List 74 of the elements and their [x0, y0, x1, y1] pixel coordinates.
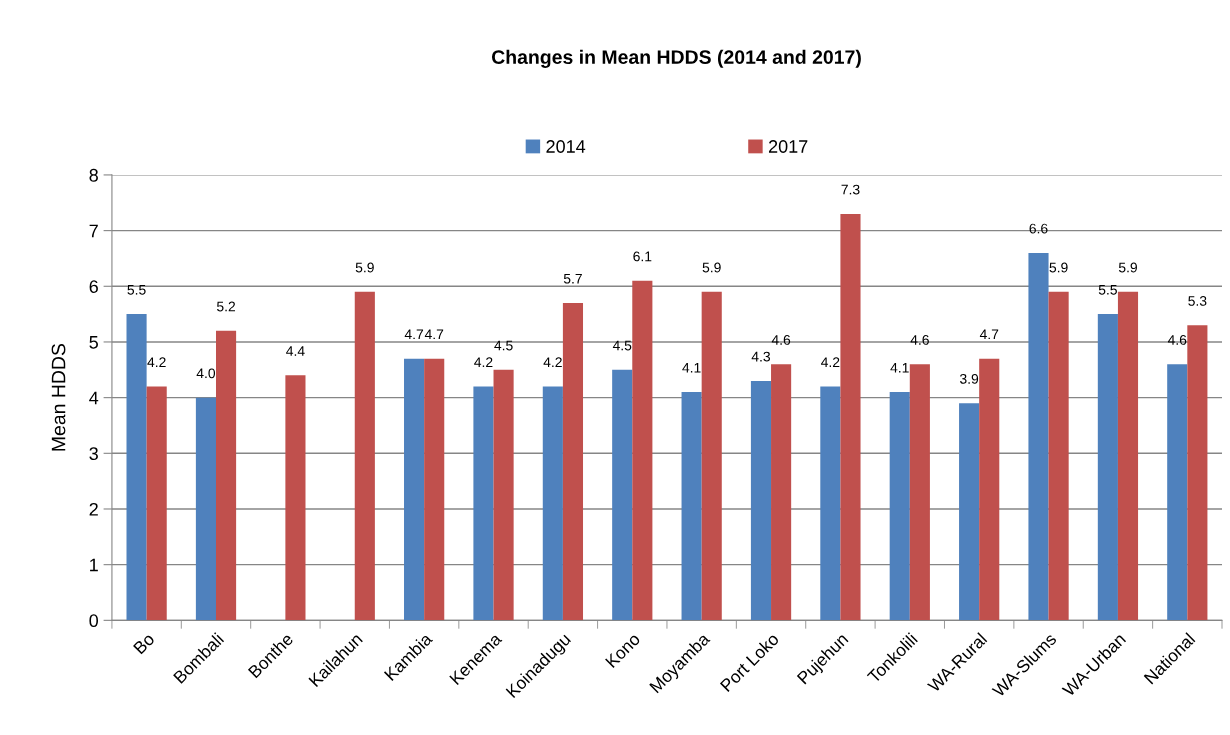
y-tick-label: 8: [89, 168, 98, 182]
y-tick-label: 5: [89, 336, 98, 349]
data-label: 4.2: [543, 357, 562, 367]
bar: [771, 364, 792, 621]
data-label: 5.7: [563, 273, 582, 284]
data-label: 4.7: [404, 329, 424, 340]
data-label: 5.3: [1188, 296, 1207, 306]
chart-title: Changes in Mean HDDS (2014 and 2017): [491, 49, 861, 68]
data-label: 4.2: [821, 357, 840, 367]
bar: [979, 358, 1000, 621]
legend-label: 2014: [546, 140, 586, 153]
bar: [1117, 291, 1139, 621]
data-label: 5.9: [1049, 262, 1068, 273]
bar: [424, 358, 445, 621]
data-label: 4.1: [890, 362, 909, 373]
data-label: 5.9: [1118, 262, 1137, 273]
bar: [681, 392, 702, 621]
bar: [195, 397, 216, 621]
data-label: 4.2: [474, 357, 493, 367]
data-label: 4.6: [910, 334, 929, 345]
bar: [1048, 291, 1069, 621]
data-label: 6.6: [1029, 223, 1048, 234]
data-label: 4.7: [979, 329, 999, 340]
data-label: 4.5: [494, 340, 513, 351]
data-label: 5.5: [1098, 285, 1117, 295]
bar: [750, 380, 772, 621]
bar: [632, 280, 653, 621]
data-label: 4.5: [612, 340, 632, 351]
data-label: 4.6: [1167, 334, 1187, 345]
y-tick-label: 1: [90, 558, 98, 572]
data-label: 6.1: [633, 251, 652, 262]
y-tick-label: 0: [89, 614, 99, 628]
data-label: 4.6: [771, 334, 791, 345]
bar: [493, 369, 514, 621]
bar: [354, 291, 375, 621]
data-label: 4.2: [147, 357, 166, 367]
bar: [820, 386, 841, 621]
bar: [701, 291, 722, 621]
data-label: 4.0: [196, 368, 216, 379]
data-label: 4.3: [751, 351, 771, 362]
bar: [612, 369, 633, 621]
data-label: 4.7: [424, 329, 444, 340]
data-label: 7.3: [841, 184, 860, 195]
bar: [840, 213, 861, 621]
data-label: 5.2: [216, 301, 236, 312]
y-tick-label: 7: [89, 224, 98, 238]
legend-label: 2017: [768, 140, 808, 153]
bar: [146, 386, 167, 621]
y-tick-label: 4: [89, 391, 99, 405]
y-tick-label: 6: [89, 280, 98, 293]
bar: [285, 375, 306, 621]
data-label: 4.1: [682, 362, 701, 373]
bar: [1187, 325, 1208, 621]
bar: [1028, 252, 1049, 621]
data-label: 5.9: [702, 262, 721, 273]
y-axis-title: Mean HDDS: [51, 343, 66, 451]
y-tick-label: 3: [89, 447, 98, 461]
x-tick-label: Bo: [133, 632, 156, 655]
y-tick-label: 2: [89, 502, 98, 516]
bar: [909, 364, 930, 621]
bar: [126, 314, 147, 621]
data-label: 4.4: [286, 346, 305, 356]
bar: [216, 330, 237, 621]
bar: [1097, 314, 1118, 621]
bar: [542, 386, 563, 621]
bar: [404, 358, 425, 621]
data-label: 3.9: [959, 373, 979, 384]
bar: [1167, 364, 1188, 621]
bar: [473, 386, 494, 621]
bar: [889, 392, 910, 621]
data-label: 5.9: [355, 262, 374, 273]
bar: [959, 403, 980, 621]
bar: [562, 302, 584, 621]
data-label: 5.5: [127, 285, 146, 295]
